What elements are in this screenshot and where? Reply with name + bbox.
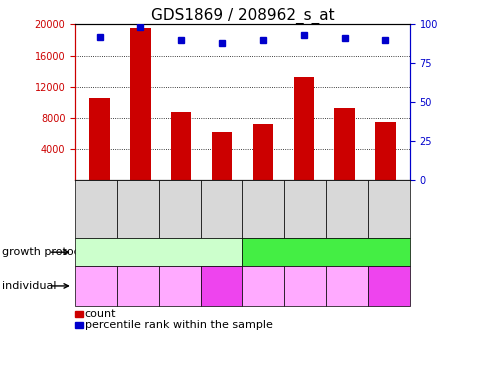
Text: growth protocol: growth protocol xyxy=(2,247,90,257)
Text: 317: 317 xyxy=(254,290,272,300)
Text: donor: donor xyxy=(127,274,149,283)
Text: donor: donor xyxy=(252,274,274,283)
Text: GSM92235: GSM92235 xyxy=(258,183,268,236)
Text: 317: 317 xyxy=(87,290,105,300)
Text: percentile rank within the sample: percentile rank within the sample xyxy=(85,320,272,330)
Text: 330: 330 xyxy=(170,290,189,300)
Text: passage 3: passage 3 xyxy=(294,246,357,259)
Text: 329: 329 xyxy=(295,290,314,300)
Text: GSM92233: GSM92233 xyxy=(174,183,184,236)
Bar xyxy=(374,122,395,180)
Bar xyxy=(333,108,354,180)
Text: count: count xyxy=(85,309,116,319)
Text: donor: donor xyxy=(294,274,316,283)
Text: individual: individual xyxy=(2,281,57,291)
Text: 351: 351 xyxy=(375,288,401,301)
Bar xyxy=(252,124,272,180)
Text: GSM92237: GSM92237 xyxy=(341,183,351,236)
Text: 329: 329 xyxy=(128,290,147,300)
Text: donor: donor xyxy=(335,274,357,283)
Bar xyxy=(130,28,151,180)
Bar xyxy=(293,77,313,180)
Text: 330: 330 xyxy=(337,290,356,300)
Text: passage 1: passage 1 xyxy=(127,246,190,259)
Text: GSM92232: GSM92232 xyxy=(133,183,143,236)
Text: donor: donor xyxy=(377,274,399,283)
Text: GSM92234: GSM92234 xyxy=(216,183,226,236)
Text: donor: donor xyxy=(210,274,232,283)
Bar xyxy=(212,132,232,180)
Bar xyxy=(89,98,110,180)
Text: donor: donor xyxy=(85,274,107,283)
Text: GSM92238: GSM92238 xyxy=(383,183,393,236)
Bar xyxy=(171,112,191,180)
Text: 351: 351 xyxy=(208,288,234,301)
Text: GSM92236: GSM92236 xyxy=(300,183,310,236)
Text: GSM92231: GSM92231 xyxy=(91,183,101,236)
Title: GDS1869 / 208962_s_at: GDS1869 / 208962_s_at xyxy=(151,8,333,24)
Text: donor: donor xyxy=(168,274,190,283)
